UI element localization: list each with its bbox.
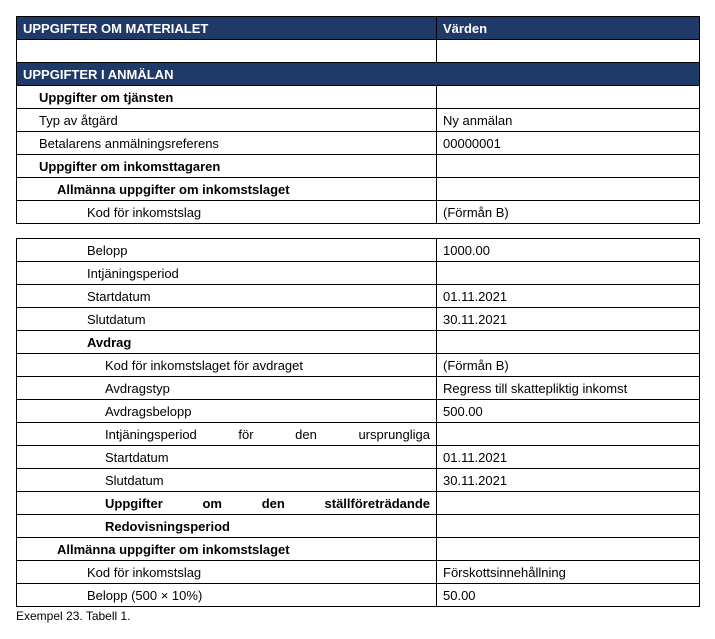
row-start2-value: 01.11.2021 xyxy=(437,446,700,469)
caption: Exempel 23. Tabell 1. xyxy=(16,609,699,623)
empty-cell xyxy=(437,40,700,63)
empty-cell xyxy=(437,178,700,201)
row-tjansten: Uppgifter om tjänsten xyxy=(17,86,437,109)
row-slut2-value: 30.11.2021 xyxy=(437,469,700,492)
row-intjaningsperiod: Intjäningsperiod xyxy=(17,262,437,285)
empty-cell xyxy=(17,40,437,63)
empty-cell xyxy=(437,86,700,109)
row-belopp-label: Belopp xyxy=(17,239,437,262)
row-start-label: Startdatum xyxy=(17,285,437,308)
header-material: UPPGIFTER OM MATERIALET xyxy=(17,17,437,40)
row-allmanna2: Allmänna uppgifter om inkomstslaget xyxy=(17,538,437,561)
row-kod-value: (Förmån B) xyxy=(437,201,700,224)
row-ref-label: Betalarens anmälningsreferens xyxy=(17,132,437,155)
row-inkomsttagaren: Uppgifter om inkomsttagaren xyxy=(17,155,437,178)
row-start2-label: Startdatum xyxy=(17,446,437,469)
row-belopp2-label: Belopp (500 × 10%) xyxy=(17,584,437,607)
row-avdrag: Avdrag xyxy=(17,331,437,354)
row-start-value: 01.11.2021 xyxy=(437,285,700,308)
table-top: UPPGIFTER OM MATERIALET Värden UPPGIFTER… xyxy=(16,16,700,224)
row-typ-value: Ny anmälan xyxy=(437,109,700,132)
row-ref-value: 00000001 xyxy=(437,132,700,155)
empty-cell xyxy=(437,492,700,515)
header-anmalan: UPPGIFTER I ANMÄLAN xyxy=(17,63,700,86)
row-typ-label: Typ av åtgärd xyxy=(17,109,437,132)
row-kod2-value: Förskottsinnehållning xyxy=(437,561,700,584)
row-avdrag-kod-value: (Förmån B) xyxy=(437,354,700,377)
row-intj-urspr: Intjäningsperiod för den ursprungliga xyxy=(17,423,437,446)
empty-cell xyxy=(437,515,700,538)
row-stallforetradande: Uppgifter om den ställföreträdande xyxy=(17,492,437,515)
empty-cell xyxy=(437,262,700,285)
row-belopp-value: 1000.00 xyxy=(437,239,700,262)
row-avdragstyp-value: Regress till skattepliktig inkomst xyxy=(437,377,700,400)
empty-cell xyxy=(437,331,700,354)
empty-cell xyxy=(437,155,700,178)
table-bottom: Belopp 1000.00 Intjäningsperiod Startdat… xyxy=(16,238,700,607)
row-slut-label: Slutdatum xyxy=(17,308,437,331)
header-varden: Värden xyxy=(437,17,700,40)
empty-cell xyxy=(437,538,700,561)
row-kod-label: Kod för inkomstslag xyxy=(17,201,437,224)
row-avdrag-kod-label: Kod för inkomstslaget för avdraget xyxy=(17,354,437,377)
row-belopp2-value: 50.00 xyxy=(437,584,700,607)
empty-cell xyxy=(437,423,700,446)
row-redovisningsperiod: Redovisningsperiod xyxy=(17,515,437,538)
row-slut2-label: Slutdatum xyxy=(17,469,437,492)
row-allmanna: Allmänna uppgifter om inkomstslaget xyxy=(17,178,437,201)
row-slut-value: 30.11.2021 xyxy=(437,308,700,331)
row-avdragstyp-label: Avdragstyp xyxy=(17,377,437,400)
table-gap xyxy=(16,224,699,238)
row-avdragsbelopp-value: 500.00 xyxy=(437,400,700,423)
row-avdragsbelopp-label: Avdragsbelopp xyxy=(17,400,437,423)
row-kod2-label: Kod för inkomstslag xyxy=(17,561,437,584)
